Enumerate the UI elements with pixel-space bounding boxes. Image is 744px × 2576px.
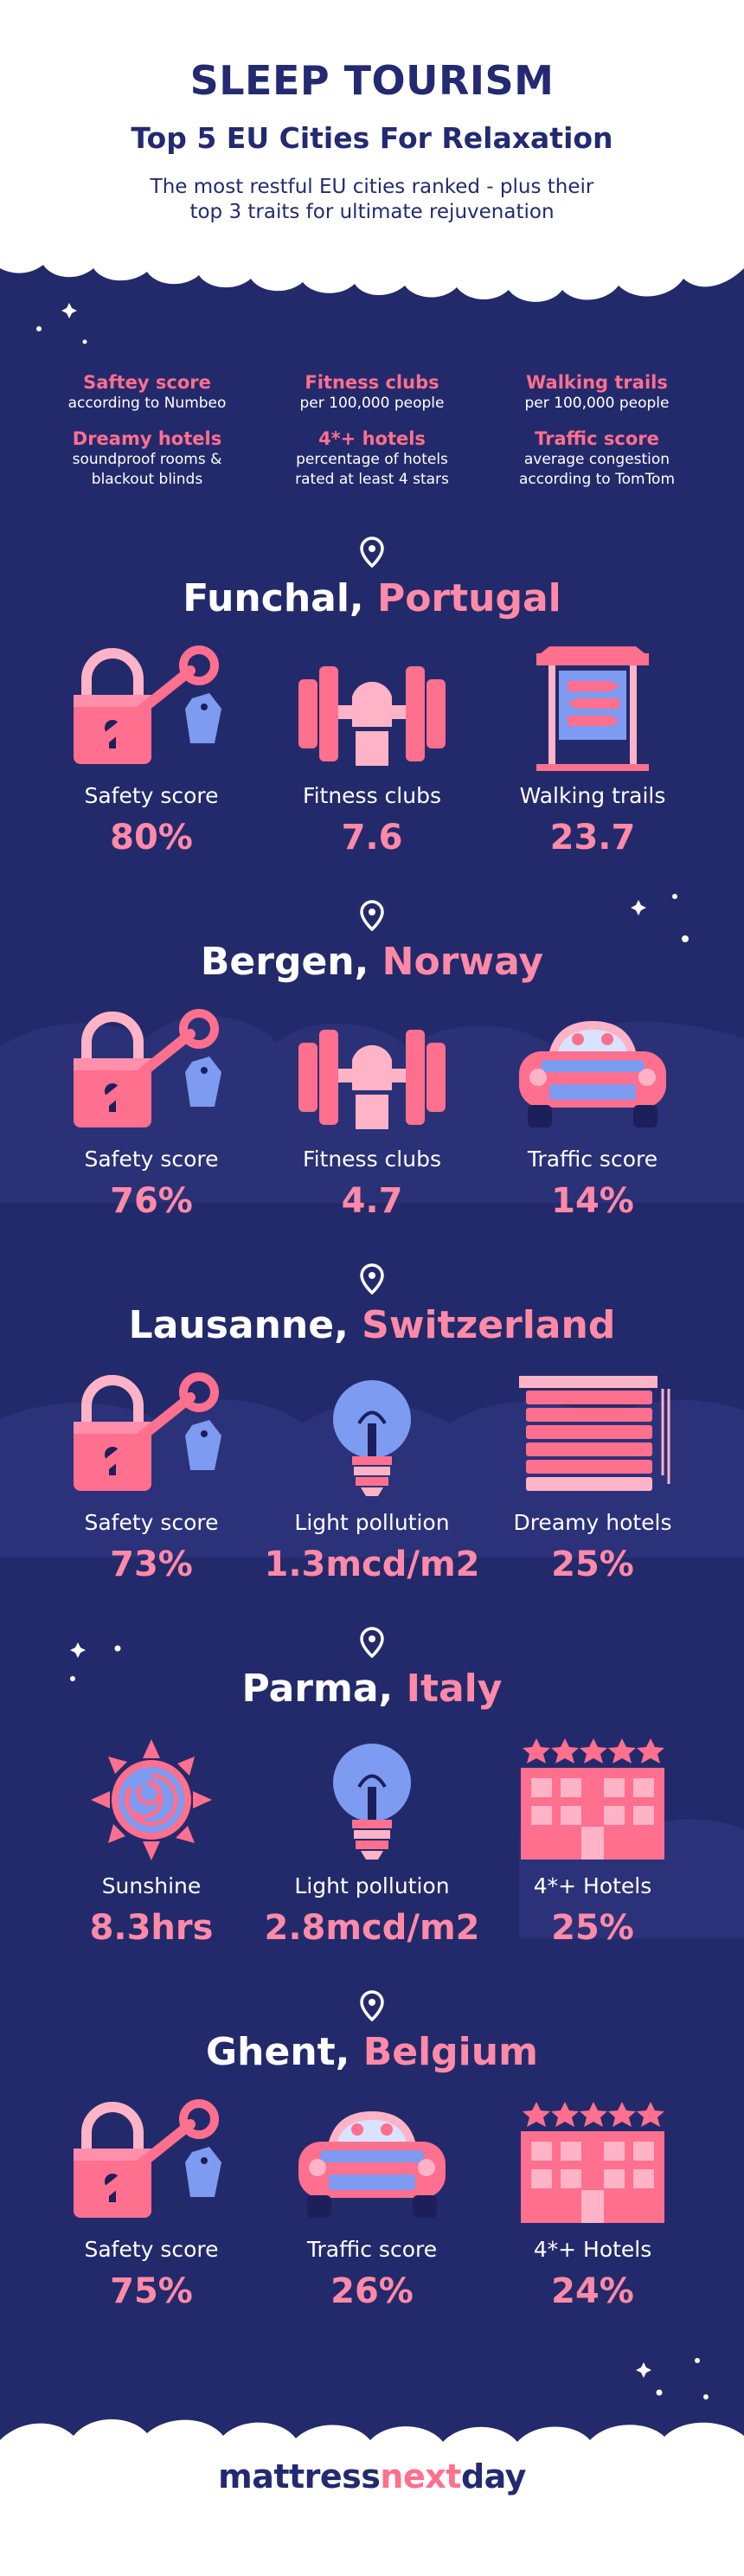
metric-label: Safety score [84,1147,219,1172]
lightbulb-icon [290,1372,454,1501]
hotel-stars-icon [510,1735,675,1865]
metric-value: 7.6 [341,818,403,858]
car-icon [290,2098,454,2228]
metric-label: Fitness clubs [303,1147,441,1172]
metric-label: 4*+ Hotels [533,2237,652,2262]
location-pin-icon [359,536,385,569]
lightbulb-icon [290,1735,454,1865]
legend-item-dreamy-hotels: Dreamy hotels soundproof rooms & blackou… [72,428,222,488]
city-title: Parma, Italy [0,1667,744,1711]
metric-label: Safety score [84,783,219,808]
legend-item-traffic: Traffic score average congestion accordi… [518,428,676,488]
city-name: Ghent, [206,2030,363,2074]
metric-value: 25% [551,1545,634,1584]
padlock-key-icon [69,1008,234,1138]
metric-label: Light pollution [294,1510,450,1535]
metric-value: 73% [110,1545,193,1584]
metric-label: Sunshine [101,1873,202,1898]
metric-value: 4.7 [341,1181,403,1221]
location-pin-icon [359,1990,385,2022]
metric-value: 26% [330,2271,414,2311]
trail-signpost-icon [510,645,675,774]
city-title: Funchal, Portugal [0,576,744,620]
metric-label: 4*+ Hotels [533,1873,652,1898]
city-name: Parma, [241,1667,407,1711]
metric-label: Dreamy hotels [513,1510,672,1535]
metric-label: Traffic score [306,2237,438,2262]
metric-value: 8.3hrs [89,1908,214,1948]
car-icon [510,1008,675,1138]
padlock-key-icon [69,645,234,774]
metric-value: 76% [110,1181,193,1221]
metric-value: 1.3mcd/m2 [264,1545,480,1584]
dumbbell-icon [290,1008,454,1138]
city-title: Bergen, Norway [0,940,744,984]
location-pin-icon [359,900,385,932]
metric-value: 80% [110,818,193,858]
country-name: Switzerland [362,1303,616,1347]
metric-value: 25% [551,1908,634,1948]
legend-item-fitness: Fitness clubs per 100,000 people [299,372,445,412]
city-name: Lausanne, [128,1303,362,1347]
page-description: The most restful EU cities ranked - plus… [150,176,594,223]
city-title: Ghent, Belgium [0,2030,744,2074]
location-pin-icon [359,1627,385,1659]
metric-label: Light pollution [294,1873,450,1898]
metric-value: 2.8mcd/m2 [264,1908,480,1948]
metric-label: Safety score [84,1510,219,1535]
brand-logo: mattressnextday [218,2457,526,2496]
metric-label: Safety score [84,2237,219,2262]
city-name: Funchal, [183,576,377,620]
country-name: Italy [406,1667,503,1711]
hotel-stars-icon [510,2098,675,2228]
dumbbell-icon [290,645,454,774]
metric-value: 75% [110,2271,193,2311]
padlock-key-icon [69,2098,234,2228]
stars [36,303,709,2399]
legend-item-walking: Walking trails per 100,000 people [524,372,670,412]
legend-item-safety: Saftey score according to Numbeo [67,372,227,412]
page-title: SLEEP TOURISM [189,57,555,104]
location-pin-icon [359,1263,385,1295]
city-name: Bergen, [200,940,382,984]
metric-label: Walking trails [519,783,666,808]
metric-value: 14% [551,1181,634,1221]
metric-label: Fitness clubs [303,783,441,808]
country-name: Belgium [362,2030,538,2074]
legend-item-4star-hotels: 4*+ hotels percentage of hotels rated at… [295,428,449,488]
country-name: Norway [382,940,544,984]
padlock-key-icon [69,1372,234,1501]
sun-icon [69,1735,234,1865]
window-blinds-icon [510,1372,675,1501]
country-name: Portugal [376,576,561,620]
metric-value: 23.7 [549,818,636,858]
metric-value: 24% [551,2271,634,2311]
page-subtitle: Top 5 EU Cities For Relaxation [131,121,613,155]
city-title: Lausanne, Switzerland [0,1303,744,1347]
metric-label: Traffic score [527,1147,658,1172]
